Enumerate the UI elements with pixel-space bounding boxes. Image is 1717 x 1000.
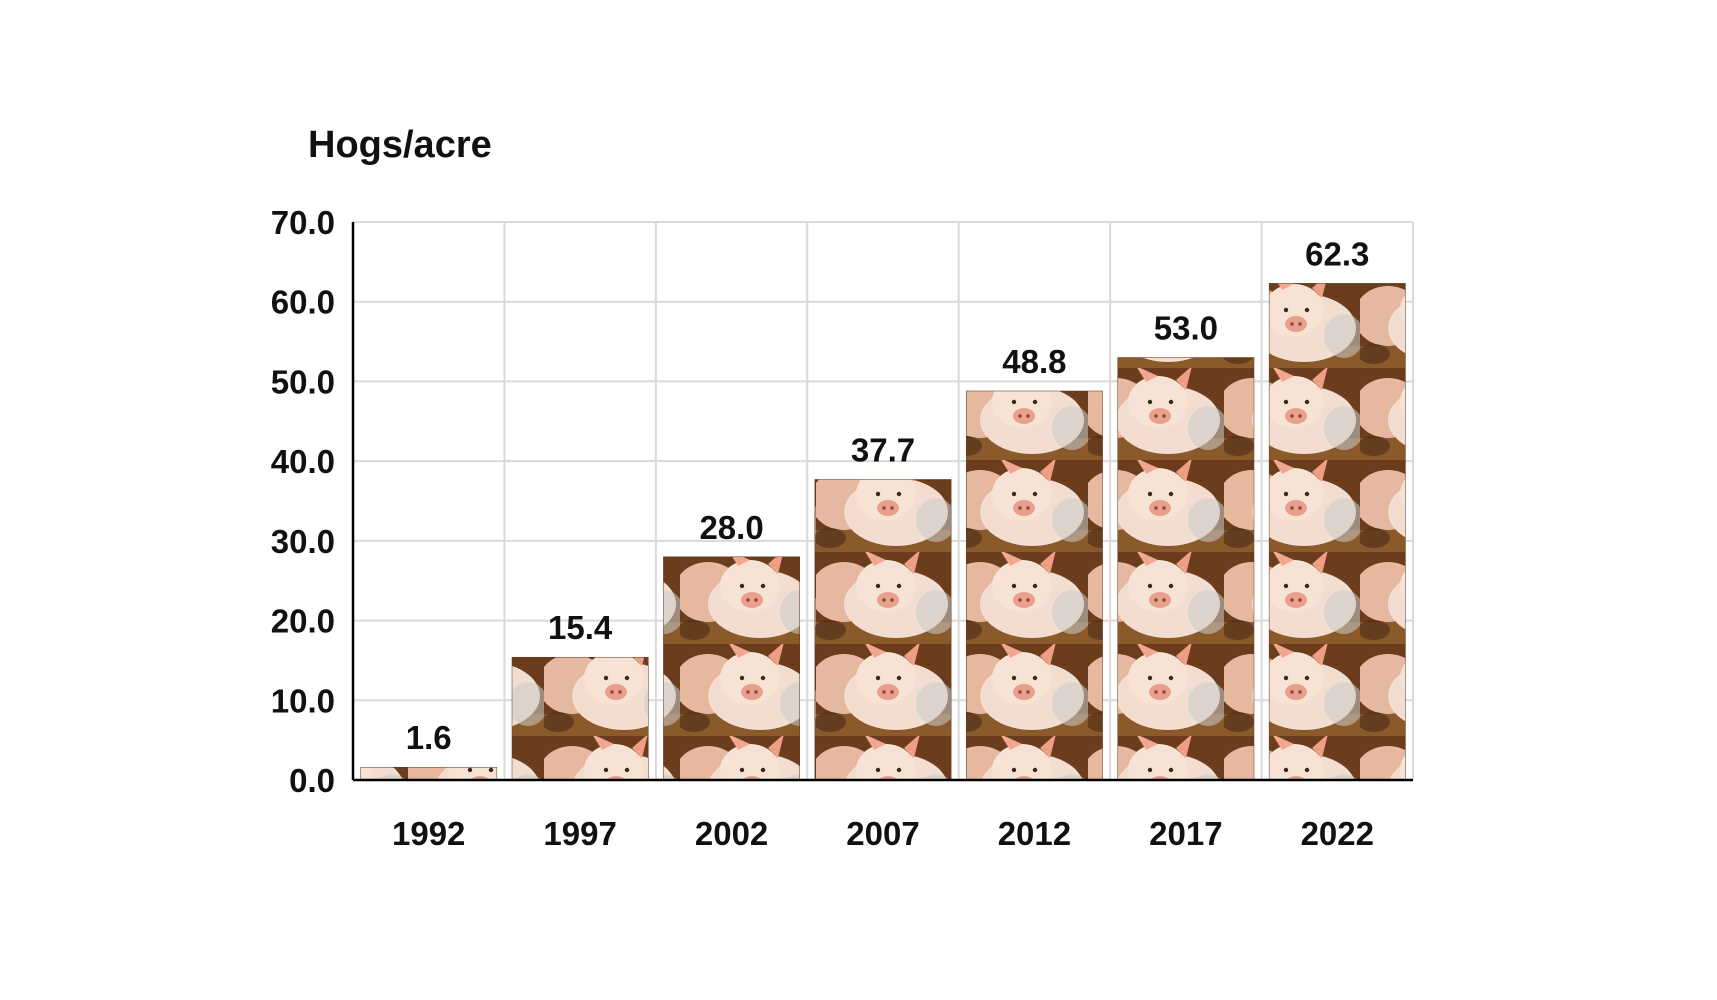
data-label-2012: 48.8 [1002, 343, 1066, 380]
data-label-2002: 28.0 [699, 509, 763, 546]
y-tick-label: 40.0 [271, 443, 335, 480]
data-label-1997: 15.4 [548, 609, 613, 646]
bar-1992 [360, 766, 498, 781]
x-tick-label-2022: 2022 [1301, 815, 1374, 852]
data-label-2022: 62.3 [1305, 235, 1369, 272]
x-tick-label-1997: 1997 [543, 815, 616, 852]
data-label-2007: 37.7 [851, 431, 915, 468]
y-tick-label: 70.0 [271, 204, 335, 241]
data-label-1992: 1.6 [406, 719, 452, 756]
y-axis-label: Hogs/acre [308, 124, 492, 166]
bar-2022 [1268, 283, 1406, 781]
y-tick-label: 10.0 [271, 682, 335, 719]
bar-2007 [814, 479, 952, 781]
y-tick-label: 30.0 [271, 523, 335, 560]
bar-2012 [966, 390, 1103, 781]
y-tick-labels: 0.0 10.0 20.0 30.0 40.0 50.0 60.0 70.0 [271, 204, 335, 799]
bar-2017 [1117, 357, 1255, 781]
y-tick-label: 50.0 [271, 363, 335, 400]
bars [360, 283, 1406, 781]
data-labels: 1.6 15.4 28.0 37.7 48.8 53.0 62.3 [406, 235, 1370, 756]
x-tick-label-2012: 2012 [998, 815, 1071, 852]
x-tick-label-2007: 2007 [846, 815, 919, 852]
bar-1997 [511, 656, 649, 781]
x-tick-labels: 1992 1997 2002 2007 2012 2017 2022 [392, 815, 1374, 852]
y-tick-label: 20.0 [271, 603, 335, 640]
y-tick-label: 0.0 [289, 762, 335, 799]
data-label-2017: 53.0 [1154, 310, 1218, 347]
axes [351, 222, 1413, 782]
y-tick-label: 60.0 [271, 284, 335, 321]
x-tick-label-2002: 2002 [695, 815, 768, 852]
x-tick-label-1992: 1992 [392, 815, 465, 852]
x-tick-label-2017: 2017 [1149, 815, 1222, 852]
gridlines [353, 221, 1414, 780]
bar-2002 [663, 556, 800, 781]
